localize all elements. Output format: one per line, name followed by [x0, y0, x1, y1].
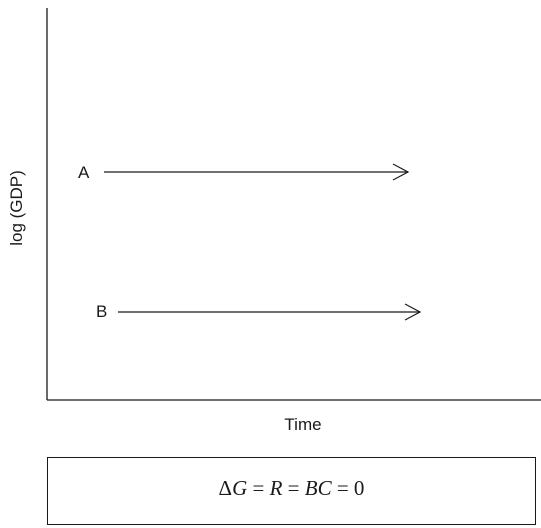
equation-part: =	[247, 476, 270, 500]
x-axis-label: Time	[284, 415, 321, 434]
equation-part: =	[282, 476, 305, 500]
path-a-arrowhead	[392, 163, 410, 181]
equation-part: Δ	[218, 476, 233, 500]
equation-part: G	[232, 476, 248, 500]
equation-part: = 0	[331, 476, 365, 500]
path-b-arrowhead	[404, 303, 422, 321]
equation-box: Δ G = R = BC = 0	[47, 457, 536, 525]
y-axis-label: log (GDP)	[7, 170, 26, 246]
equation-part: R	[269, 476, 283, 500]
equation-part: BC	[304, 476, 332, 500]
path-b-label: B	[96, 302, 107, 321]
path-a-label: A	[78, 163, 90, 182]
